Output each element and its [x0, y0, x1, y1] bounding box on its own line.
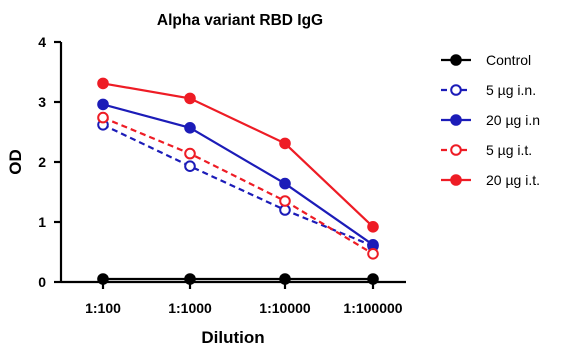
series-line — [102, 82, 374, 228]
legend-item: 20 µg i.n — [441, 112, 540, 128]
x-axis-title: Dilution — [201, 328, 264, 347]
legend-label: 20 µg i.n — [486, 112, 540, 128]
legend-marker — [450, 144, 462, 156]
data-point — [279, 137, 291, 150]
data-point — [184, 273, 196, 285]
series-line — [102, 116, 374, 255]
x-tick-label: 1:100 — [85, 300, 121, 316]
data-point — [279, 273, 291, 285]
data-point — [279, 177, 291, 190]
legend-label: 5 µg i.n. — [486, 82, 536, 98]
legend-label: 5 µg i.t. — [486, 142, 532, 158]
x-tick-label: 1:1000 — [168, 300, 212, 316]
x-tick-label: 1:100000 — [343, 300, 402, 316]
legend-item: 5 µg i.t. — [441, 142, 532, 158]
y-tick-label: 0 — [38, 274, 46, 290]
legend-marker — [450, 84, 462, 96]
y-tick-label: 2 — [38, 154, 46, 170]
data-point — [184, 122, 196, 134]
chart-title: Alpha variant RBD IgG — [157, 12, 323, 29]
series-line — [102, 123, 374, 248]
legend-item: 20 µg i.t. — [441, 172, 540, 188]
y-tick-label: 1 — [38, 214, 46, 230]
data-point — [97, 77, 109, 90]
legend-marker — [450, 174, 462, 186]
series-line — [102, 103, 374, 246]
legend-marker — [450, 54, 462, 66]
y-tick-label: 4 — [38, 34, 46, 50]
legend-label: 20 µg i.t. — [486, 172, 540, 188]
y-ticks: 0 1 2 3 4 — [38, 34, 61, 290]
data-point — [367, 221, 379, 233]
legend-label: Control — [486, 52, 531, 68]
y-tick-label: 3 — [38, 94, 46, 110]
data-point — [184, 160, 196, 172]
data-point — [367, 248, 379, 260]
y-axis-title: OD — [6, 149, 25, 175]
series-group — [97, 77, 379, 285]
data-point — [97, 98, 109, 111]
series-4 — [97, 77, 379, 233]
data-point — [184, 147, 196, 160]
series-3 — [97, 111, 379, 260]
x-tick-label: 1:10000 — [259, 300, 311, 316]
legend-marker — [450, 114, 462, 126]
data-point — [279, 195, 291, 207]
data-point — [97, 111, 109, 124]
legend-item: Control — [441, 52, 531, 68]
x-ticks: 1:100 1:1000 1:10000 1:100000 — [85, 282, 403, 316]
data-point — [97, 273, 109, 285]
series-0 — [97, 273, 379, 285]
legend-item: 5 µg i.n. — [441, 82, 536, 98]
legend: Control 5 µg i.n. 20 µg i.n 5 µg i.t. 20 µg … — [441, 52, 540, 188]
series-1 — [97, 119, 379, 252]
data-point — [184, 92, 196, 105]
data-point — [367, 273, 379, 285]
